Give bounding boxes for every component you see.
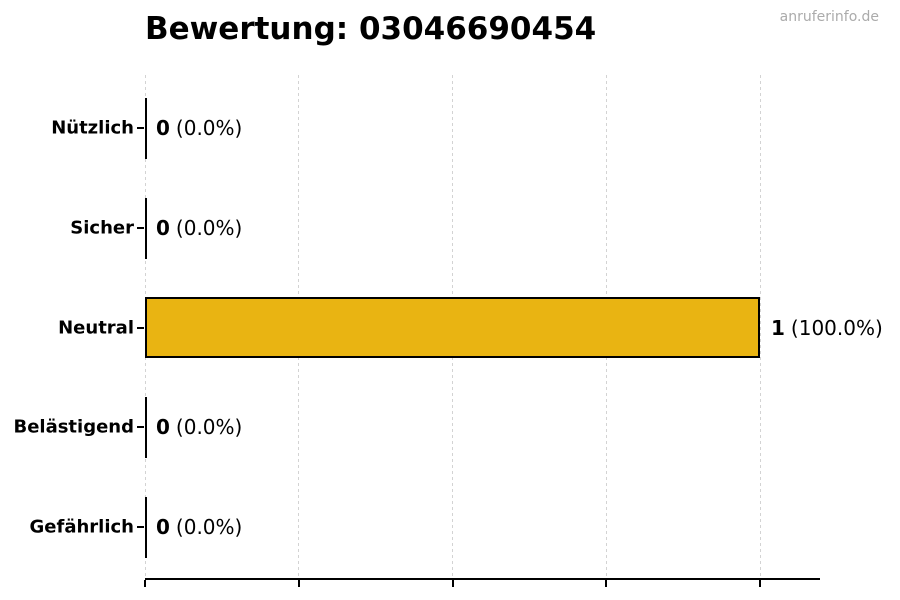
value-percent: (100.0%) [790,315,883,340]
y-axis-tick [137,326,144,329]
value-percent: (0.0%) [175,515,243,539]
bar-row: Sicher 0 (0.0%) [0,197,900,259]
bar-row: Neutral 1 (100.0%) [0,297,900,358]
bar [145,396,147,458]
chart-title: Bewertung: 03046690454 [145,11,597,47]
category-label: Belästigend [13,416,134,438]
value-label: 0 (0.0%) [156,415,242,439]
watermark-text: anruferinfo.de [779,9,879,25]
gridline [759,75,761,578]
bar-row: Gefährlich 0 (0.0%) [0,496,900,558]
x-axis-tick [605,580,608,587]
category-label: Sicher [70,217,134,239]
bar-row: Belästigend 0 (0.0%) [0,396,900,458]
x-axis-tick [759,580,761,587]
value-label: 0 (0.0%) [156,116,242,140]
bar [145,496,147,558]
category-label: Neutral [58,317,134,338]
value-count: 1 [771,315,785,340]
y-axis-tick [137,227,144,229]
bar [145,197,147,259]
x-axis-tick [451,580,454,587]
bar [145,297,760,358]
bar-row: Nützlich 0 (0.0%) [0,97,900,159]
x-axis-tick [297,580,300,587]
value-label: 0 (0.0%) [156,515,242,539]
value-count: 0 [156,116,170,140]
value-percent: (0.0%) [175,216,243,240]
bar [145,97,147,159]
value-count: 0 [156,216,170,240]
category-label: Nützlich [51,117,134,139]
value-label: 0 (0.0%) [156,216,242,240]
y-axis-tick [137,426,144,428]
x-axis-line [145,578,820,580]
value-count: 0 [156,415,170,439]
value-percent: (0.0%) [175,116,243,140]
y-axis-tick [137,526,144,528]
value-label: 1 (100.0%) [771,316,883,340]
x-axis-tick [144,580,146,587]
category-label: Gefährlich [29,516,134,538]
y-axis-tick [137,127,144,129]
value-count: 0 [156,515,170,539]
value-percent: (0.0%) [175,415,243,439]
